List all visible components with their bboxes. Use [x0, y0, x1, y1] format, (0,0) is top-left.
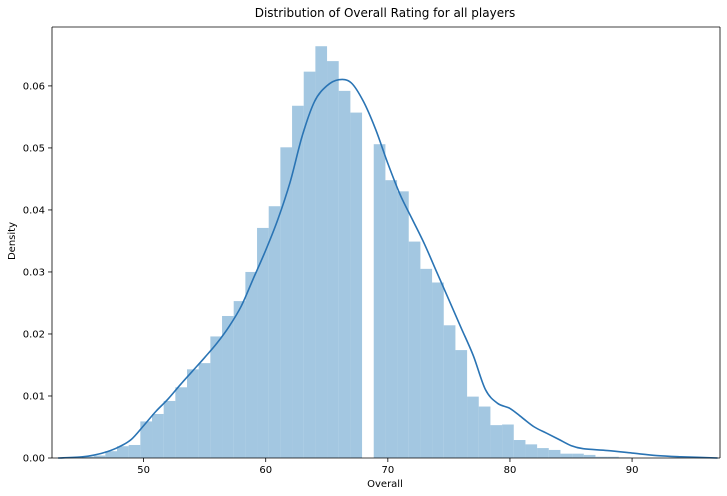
y-axis-ticks: 0.00 0.01 0.02 0.03 0.04 0.05 0.06 — [23, 81, 52, 465]
y-tick-label: 0.03 — [23, 267, 45, 278]
histogram-bar — [327, 61, 339, 459]
histogram-bar — [81, 456, 94, 458]
histogram-bar — [338, 90, 351, 459]
histogram-bar — [385, 180, 398, 458]
chart-title: Distribution of Overall Rating for all p… — [255, 6, 516, 20]
histogram-bar — [595, 456, 608, 458]
y-tick-label: 0.00 — [23, 454, 45, 465]
histogram-bar — [117, 446, 129, 458]
histogram-bar — [315, 46, 328, 458]
histogram-bar — [152, 413, 164, 458]
histogram-bar — [233, 301, 246, 458]
y-tick-label: 0.06 — [23, 81, 45, 92]
histogram-bar — [373, 144, 386, 458]
y-tick-label: 0.01 — [23, 391, 45, 402]
histogram-bar — [490, 425, 503, 458]
histogram-bar — [222, 315, 234, 458]
y-tick-label: 0.04 — [23, 205, 45, 216]
histogram-bar — [607, 456, 619, 458]
histogram-bar — [128, 444, 141, 458]
histogram-bar — [210, 336, 223, 458]
histogram-bar — [513, 440, 526, 458]
y-tick-label: 0.02 — [23, 329, 45, 340]
histogram-bar — [268, 206, 281, 458]
histogram-bar — [187, 369, 199, 458]
histogram-bar — [140, 421, 153, 458]
histogram-bar — [163, 400, 176, 458]
histogram-bar — [292, 105, 304, 458]
histogram-bar — [572, 453, 584, 458]
histogram-bar — [548, 449, 561, 458]
histogram-bar — [350, 112, 363, 458]
histogram-bar — [175, 387, 188, 458]
histogram-bar — [455, 350, 468, 458]
y-axis-label: Density — [7, 222, 18, 260]
histogram-bar — [245, 271, 258, 458]
x-axis-ticks: 50 60 70 80 90 — [137, 458, 638, 476]
x-tick-label: 80 — [504, 465, 517, 476]
histogram-bar — [408, 241, 421, 458]
histogram-bars — [81, 46, 631, 459]
x-axis-label: Overall — [367, 479, 403, 490]
histogram-bar — [303, 71, 316, 459]
x-tick-label: 50 — [137, 465, 150, 476]
histogram-bar — [198, 363, 211, 458]
axes-spines — [51, 26, 721, 459]
histogram-bar — [280, 147, 293, 458]
histogram-bar — [583, 454, 596, 458]
x-tick-label: 90 — [626, 465, 639, 476]
histogram-bar — [257, 227, 269, 458]
histogram-bar — [478, 406, 491, 458]
histogram-bar — [420, 268, 433, 458]
histogram-bar — [397, 191, 409, 458]
histogram-bar — [443, 325, 456, 458]
histogram-bar — [105, 451, 117, 458]
histogram-bar — [467, 396, 479, 458]
histogram-bar — [93, 455, 106, 458]
x-tick-label: 60 — [259, 465, 272, 476]
histogram-bar — [560, 453, 573, 458]
kde-density-line — [58, 78, 718, 459]
histogram-bar — [537, 448, 549, 458]
histogram-bar — [502, 424, 514, 458]
x-tick-label: 70 — [381, 465, 394, 476]
histogram-bar — [432, 282, 444, 458]
histogram-bar — [525, 444, 538, 458]
y-tick-label: 0.05 — [23, 143, 45, 154]
